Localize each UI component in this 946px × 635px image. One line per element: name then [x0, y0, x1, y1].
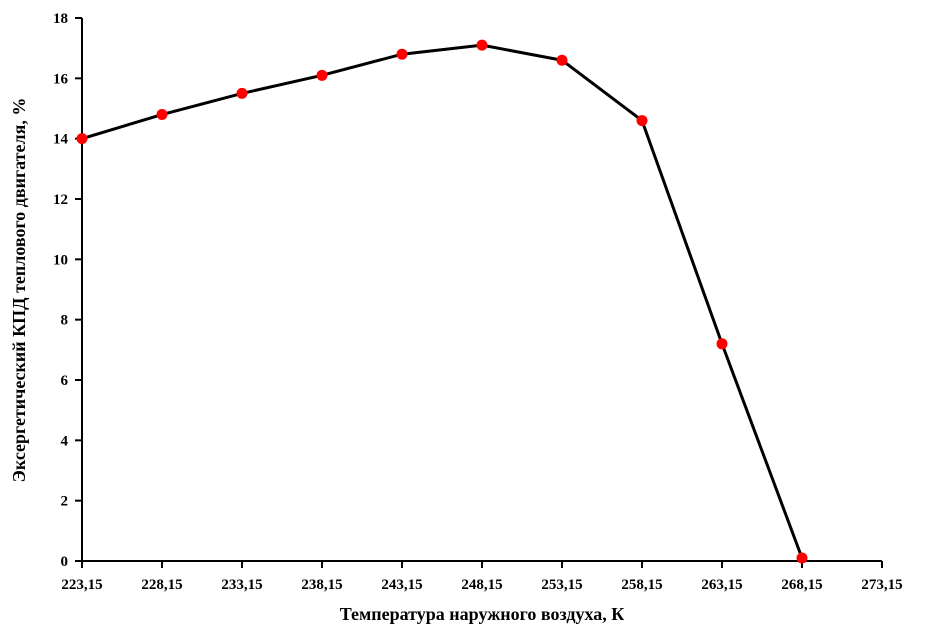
data-point — [76, 133, 88, 145]
series-line — [81, 43, 804, 559]
x-tick-label: 233,15 — [221, 577, 262, 593]
x-tick-label: 253,15 — [541, 577, 582, 593]
x-axis-title: Температура наружного воздуха, К — [340, 604, 625, 624]
y-tick-label: 8 — [61, 313, 69, 329]
x-tick-label: 273,15 — [861, 577, 902, 593]
data-point — [156, 109, 168, 121]
x-tick-label: 238,15 — [301, 577, 342, 593]
y-tick-label: 2 — [61, 494, 69, 510]
x-tick-label: 243,15 — [381, 577, 422, 593]
y-tick-label: 10 — [53, 252, 68, 268]
x-tick-label: 248,15 — [461, 577, 502, 593]
data-point — [636, 115, 648, 127]
y-tick-label: 0 — [61, 554, 69, 570]
x-tick-label: 258,15 — [621, 577, 662, 593]
data-point — [716, 338, 728, 350]
y-tick-label: 12 — [53, 192, 68, 208]
y-tick-label: 16 — [53, 71, 69, 87]
data-point — [476, 39, 488, 51]
axes — [81, 18, 882, 562]
x-tick-label: 263,15 — [701, 577, 742, 593]
series-layer — [76, 39, 808, 564]
y-tick-label: 14 — [53, 132, 69, 148]
y-tick-label: 4 — [61, 433, 69, 449]
x-tick-label: 228,15 — [141, 577, 182, 593]
y-ticks: 0 2 4 6 8 10 12 14 16 18 — [53, 11, 82, 570]
x-ticks: 223,15 228,15 233,15 238,15 243,15 248,15 253,… — [61, 561, 903, 593]
y-axis-title: Эксергетический КПД теплового двигателя,… — [9, 98, 29, 483]
x-tick-label: 268,15 — [781, 577, 822, 593]
data-point — [316, 69, 328, 81]
y-tick-label: 18 — [53, 11, 68, 27]
data-point — [236, 87, 248, 99]
data-point — [396, 48, 408, 60]
data-point — [796, 552, 808, 564]
data-point — [556, 54, 568, 66]
y-tick-label: 6 — [61, 373, 69, 389]
x-tick-label: 223,15 — [61, 577, 102, 593]
